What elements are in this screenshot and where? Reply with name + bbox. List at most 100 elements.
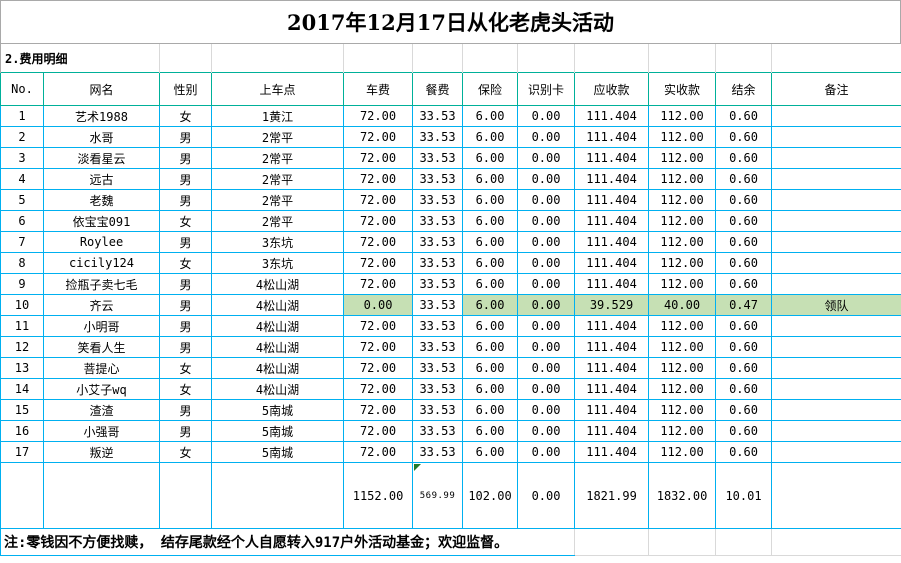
cell-no[interactable]: 13 <box>0 357 44 379</box>
cell-gender[interactable]: 男 <box>159 147 213 169</box>
cell-insurance[interactable]: 6.00 <box>462 294 519 316</box>
cell-meal[interactable]: 33.53 <box>412 399 464 421</box>
total-cell-card[interactable]: 0.00 <box>517 462 576 529</box>
cell-meal[interactable]: 33.53 <box>412 273 464 295</box>
cell-received[interactable]: 112.00 <box>648 336 717 358</box>
cell-received[interactable]: 112.00 <box>648 231 717 253</box>
cell-name[interactable]: 渣渣 <box>42 399 161 421</box>
column-header-name[interactable]: 网名 <box>42 72 161 106</box>
cell-receivable[interactable]: 111.404 <box>574 357 650 379</box>
cell-remark[interactable] <box>771 357 901 379</box>
total-cell-received[interactable]: 1832.00 <box>648 462 717 529</box>
cell-remark[interactable] <box>771 378 901 400</box>
cell-name[interactable]: 淡看星云 <box>42 147 161 169</box>
cell-receivable[interactable]: 111.404 <box>574 336 650 358</box>
cell-balance[interactable]: 0.60 <box>715 315 773 337</box>
cell-meal[interactable]: 33.53 <box>412 315 464 337</box>
cell-gender[interactable]: 男 <box>159 189 213 211</box>
cell-balance[interactable]: 0.60 <box>715 399 773 421</box>
cell-remark[interactable] <box>771 210 901 232</box>
total-cell-balance[interactable]: 10.01 <box>715 462 773 529</box>
cell-name[interactable]: 远古 <box>42 168 161 190</box>
cell-card[interactable]: 0.00 <box>517 273 576 295</box>
cell-insurance[interactable]: 6.00 <box>462 210 519 232</box>
cell-no[interactable]: 3 <box>0 147 44 169</box>
cell-no[interactable]: 4 <box>0 168 44 190</box>
cell-remark[interactable] <box>771 168 901 190</box>
cell-meal[interactable]: 33.53 <box>412 168 464 190</box>
cell-balance[interactable]: 0.60 <box>715 168 773 190</box>
cell-card[interactable]: 0.00 <box>517 420 576 442</box>
cell-fare[interactable]: 72.00 <box>343 273 414 295</box>
cell-insurance[interactable]: 6.00 <box>462 231 519 253</box>
empty-cell[interactable] <box>648 528 717 556</box>
empty-cell[interactable] <box>159 462 213 529</box>
cell-no[interactable]: 1 <box>0 105 44 127</box>
empty-cell[interactable] <box>771 43 901 73</box>
cell-no[interactable]: 11 <box>0 315 44 337</box>
cell-gender[interactable]: 男 <box>159 231 213 253</box>
cell-receivable[interactable]: 111.404 <box>574 252 650 274</box>
cell-card[interactable]: 0.00 <box>517 147 576 169</box>
total-cell-fare[interactable]: 1152.00 <box>343 462 414 529</box>
cell-insurance[interactable]: 6.00 <box>462 420 519 442</box>
cell-balance[interactable]: 0.60 <box>715 273 773 295</box>
column-header-card[interactable]: 识别卡 <box>517 72 576 106</box>
total-cell-remark[interactable] <box>771 462 901 529</box>
cell-no[interactable]: 16 <box>0 420 44 442</box>
section-label-cell[interactable]: 2.费用明细 <box>0 43 160 73</box>
cell-pickup[interactable]: 4松山湖 <box>211 315 345 337</box>
cell-no[interactable]: 12 <box>0 336 44 358</box>
cell-fare[interactable]: 72.00 <box>343 105 414 127</box>
cell-fare[interactable]: 0.00 <box>343 294 414 316</box>
cell-balance[interactable]: 0.60 <box>715 357 773 379</box>
cell-remark[interactable] <box>771 336 901 358</box>
cell-gender[interactable]: 女 <box>159 357 213 379</box>
cell-receivable[interactable]: 111.404 <box>574 378 650 400</box>
cell-name[interactable]: 菩提心 <box>42 357 161 379</box>
cell-remark[interactable] <box>771 252 901 274</box>
cell-name[interactable]: 水哥 <box>42 126 161 148</box>
cell-card[interactable]: 0.00 <box>517 168 576 190</box>
total-cell-insurance[interactable]: 102.00 <box>462 462 519 529</box>
cell-card[interactable]: 0.00 <box>517 294 576 316</box>
cell-received[interactable]: 112.00 <box>648 105 717 127</box>
cell-fare[interactable]: 72.00 <box>343 420 414 442</box>
cell-pickup[interactable]: 2常平 <box>211 126 345 148</box>
column-header-fare[interactable]: 车费 <box>343 72 414 106</box>
cell-fare[interactable]: 72.00 <box>343 336 414 358</box>
cell-fare[interactable]: 72.00 <box>343 252 414 274</box>
cell-insurance[interactable]: 6.00 <box>462 105 519 127</box>
cell-remark[interactable] <box>771 126 901 148</box>
cell-meal[interactable]: 33.53 <box>412 252 464 274</box>
empty-cell[interactable] <box>517 43 575 73</box>
cell-meal[interactable]: 33.53 <box>412 126 464 148</box>
cell-received[interactable]: 112.00 <box>648 126 717 148</box>
cell-meal[interactable]: 33.53 <box>412 441 464 463</box>
cell-remark[interactable] <box>771 441 901 463</box>
cell-fare[interactable]: 72.00 <box>343 399 414 421</box>
cell-gender[interactable]: 男 <box>159 168 213 190</box>
cell-fare[interactable]: 72.00 <box>343 231 414 253</box>
cell-card[interactable]: 0.00 <box>517 315 576 337</box>
cell-receivable[interactable]: 39.529 <box>574 294 650 316</box>
cell-no[interactable]: 2 <box>0 126 44 148</box>
total-cell-meal[interactable]: 569.99 <box>412 462 464 529</box>
cell-pickup[interactable]: 4松山湖 <box>211 294 345 316</box>
cell-receivable[interactable]: 111.404 <box>574 420 650 442</box>
cell-fare[interactable]: 72.00 <box>343 441 414 463</box>
cell-remark[interactable] <box>771 105 901 127</box>
cell-balance[interactable]: 0.60 <box>715 147 773 169</box>
cell-card[interactable]: 0.00 <box>517 231 576 253</box>
cell-name[interactable]: 齐云 <box>42 294 161 316</box>
cell-pickup[interactable]: 2常平 <box>211 189 345 211</box>
cell-gender[interactable]: 男 <box>159 315 213 337</box>
cell-pickup[interactable]: 5南城 <box>211 399 345 421</box>
cell-remark[interactable] <box>771 315 901 337</box>
cell-remark[interactable] <box>771 189 901 211</box>
column-header-gender[interactable]: 性别 <box>159 72 213 106</box>
cell-fare[interactable]: 72.00 <box>343 189 414 211</box>
cell-balance[interactable]: 0.60 <box>715 210 773 232</box>
cell-gender[interactable]: 女 <box>159 210 213 232</box>
cell-remark[interactable] <box>771 399 901 421</box>
